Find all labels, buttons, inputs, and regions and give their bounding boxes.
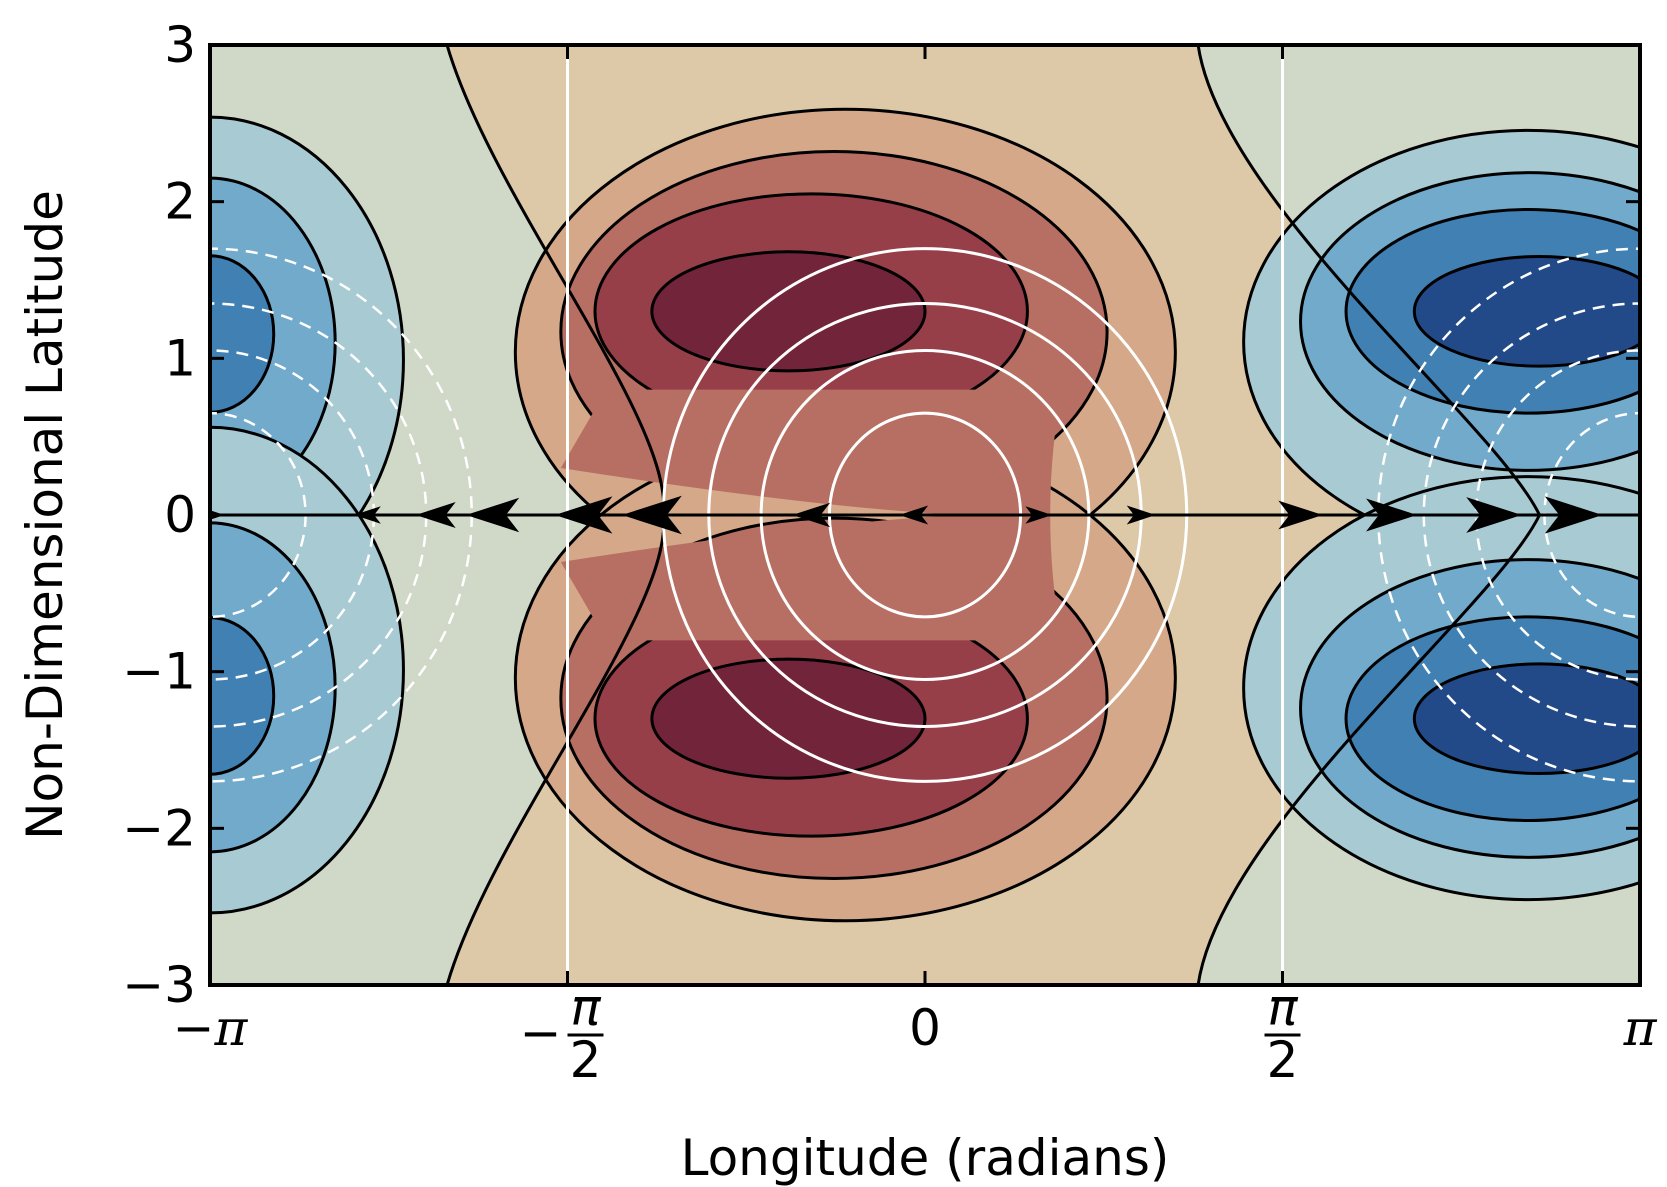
fill-neg-east-level-4-0 [1412, 255, 1640, 368]
vector-arrow-11 [1366, 498, 1418, 532]
fill-pos-level-4-1 [650, 657, 927, 780]
y-tick-labels: 3 2 1 0 −1 −2 −3 [122, 16, 196, 1014]
vector-field [210, 495, 1640, 535]
axis-ticks [208, 43, 1642, 987]
fill-pos-level-4-0 [650, 250, 927, 373]
x-tick-label-1-denominator: 2 [570, 1031, 602, 1089]
x-tick-label-3-denominator: 2 [1267, 1031, 1299, 1089]
y-tick-label-0: 3 [164, 16, 196, 74]
fill-neg-west-level-3-1 [210, 616, 276, 776]
x-tick-labels: −π π2− 0 π2π [173, 979, 1658, 1089]
vector-arrow-9 [1126, 505, 1156, 525]
vector-arrow-5 [621, 495, 682, 535]
vector-arrow-1 [354, 506, 381, 524]
y-tick-label-1: 2 [164, 173, 196, 231]
vector-arrow-4 [554, 496, 613, 534]
x-tick-label-2: 0 [909, 999, 941, 1057]
vector-arrow-3 [465, 497, 520, 533]
fill-pos-bridge [560, 389, 1062, 641]
vector-arrow-12 [1466, 497, 1522, 533]
vector-arrow-8 [1025, 506, 1053, 524]
x-axis-title: Longitude (radians) [681, 1129, 1170, 1187]
y-tick-label-6: −3 [122, 956, 196, 1014]
x-tick-label-1: π2− [520, 979, 604, 1089]
fill-neg-east-level-4-1 [1412, 662, 1640, 775]
x-tick-label-3: π2 [1264, 979, 1301, 1089]
x-tick-label-1-numerator: π [570, 979, 601, 1037]
vector-arrow-13 [1544, 496, 1603, 534]
y-axis-title: Non-Dimensional Latitude [16, 190, 74, 840]
x-tick-label-3-numerator: π [1267, 979, 1298, 1037]
vector-arrow-7 [899, 505, 929, 525]
y-tick-label-2: 1 [164, 329, 196, 387]
vector-arrow-2 [415, 502, 456, 528]
fill-neg-west-level-3-0 [210, 254, 276, 414]
x-tick-label-0: −π [173, 999, 249, 1057]
vector-arrow-6 [792, 502, 831, 528]
x-tick-label-1-sign: − [520, 1004, 562, 1062]
y-tick-label-4: −1 [122, 643, 196, 701]
plot-area [210, 45, 1640, 985]
y-tick-label-5: −2 [122, 799, 196, 857]
y-tick-label-3: 0 [164, 486, 196, 544]
vector-arrow-10 [1278, 500, 1323, 530]
x-tick-label-4: π [1623, 999, 1658, 1057]
